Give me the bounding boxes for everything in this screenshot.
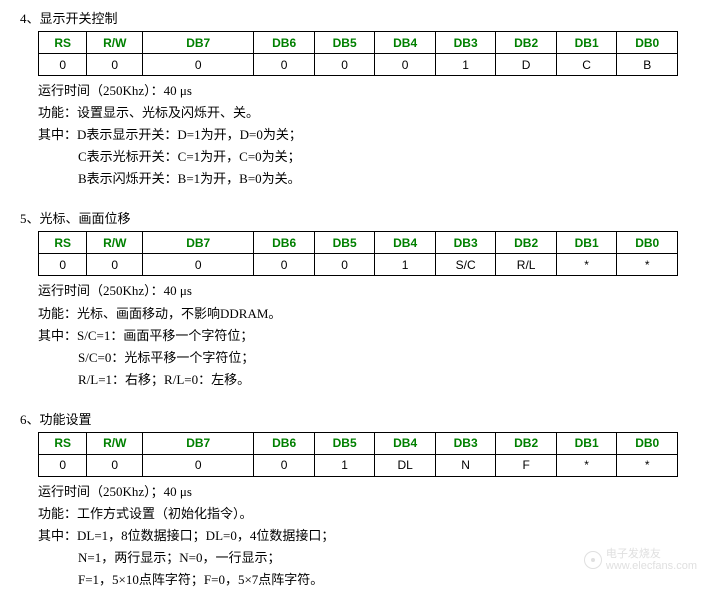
col-header: R/W bbox=[87, 232, 143, 254]
runtime-text: 运行时间（250Khz）：40 μs bbox=[38, 80, 689, 102]
cell: 0 bbox=[87, 54, 143, 76]
cell: * bbox=[617, 254, 678, 276]
col-header: DB4 bbox=[375, 232, 436, 254]
cell: * bbox=[617, 454, 678, 476]
watermark-logo-icon bbox=[584, 551, 602, 569]
col-header: DB0 bbox=[617, 32, 678, 54]
watermark-text: 电子发烧友 www.elecfans.com bbox=[606, 548, 697, 572]
cell: 0 bbox=[254, 254, 315, 276]
watermark-line2: www.elecfans.com bbox=[606, 560, 697, 572]
function-text: 功能：工作方式设置（初始化指令）。 bbox=[38, 503, 689, 525]
col-header: DB2 bbox=[496, 432, 557, 454]
where-label: 其中： bbox=[38, 528, 77, 543]
cell: C bbox=[556, 54, 617, 76]
col-header: RS bbox=[39, 232, 87, 254]
cell: 0 bbox=[39, 254, 87, 276]
col-header: DB5 bbox=[314, 232, 375, 254]
cell: R/L bbox=[496, 254, 557, 276]
table-data-row: 0 0 0 0 0 0 1 D C B bbox=[39, 54, 678, 76]
col-header: DB1 bbox=[556, 232, 617, 254]
section-title: 4、显示开关控制 bbox=[20, 8, 689, 27]
register-table: RS R/W DB7 DB6 DB5 DB4 DB3 DB2 DB1 DB0 0… bbox=[38, 432, 678, 477]
section-title: 6、功能设置 bbox=[20, 409, 689, 428]
cell: 0 bbox=[143, 54, 254, 76]
cell: B bbox=[617, 54, 678, 76]
function-text: 功能：光标、画面移动，不影响DDRAM。 bbox=[38, 303, 689, 325]
where-item: S/C=0：光标平移一个字符位； bbox=[78, 347, 689, 369]
col-header: DB1 bbox=[556, 32, 617, 54]
table-header-row: RS R/W DB7 DB6 DB5 DB4 DB3 DB2 DB1 DB0 bbox=[39, 32, 678, 54]
col-header: R/W bbox=[87, 32, 143, 54]
col-header: DB2 bbox=[496, 232, 557, 254]
section-display-switch: 4、显示开关控制 RS R/W DB7 DB6 DB5 DB4 DB3 DB2 … bbox=[20, 8, 689, 190]
col-header: DB1 bbox=[556, 432, 617, 454]
col-header: DB7 bbox=[143, 32, 254, 54]
where-item: F=1，5×10点阵字符；F=0，5×7点阵字符。 bbox=[78, 569, 689, 591]
register-table: RS R/W DB7 DB6 DB5 DB4 DB3 DB2 DB1 DB0 0… bbox=[38, 231, 678, 276]
cell: 0 bbox=[143, 454, 254, 476]
cell: 0 bbox=[254, 54, 315, 76]
col-header: DB2 bbox=[496, 32, 557, 54]
col-header: DB4 bbox=[375, 432, 436, 454]
table-data-row: 0 0 0 0 1 DL N F * * bbox=[39, 454, 678, 476]
cell: 0 bbox=[314, 54, 375, 76]
where-label: 其中： bbox=[38, 127, 77, 142]
col-header: DB0 bbox=[617, 432, 678, 454]
table-header-row: RS R/W DB7 DB6 DB5 DB4 DB3 DB2 DB1 DB0 bbox=[39, 232, 678, 254]
watermark: 电子发烧友 www.elecfans.com bbox=[584, 548, 697, 572]
col-header: DB3 bbox=[435, 432, 496, 454]
cell: D bbox=[496, 54, 557, 76]
col-header: RS bbox=[39, 432, 87, 454]
cell: 0 bbox=[254, 454, 315, 476]
cell: 1 bbox=[314, 454, 375, 476]
section-title: 5、光标、画面位移 bbox=[20, 208, 689, 227]
cell: 0 bbox=[375, 54, 436, 76]
cell: F bbox=[496, 454, 557, 476]
runtime-text: 运行时间（250Khz）：40 μs bbox=[38, 280, 689, 302]
col-header: DB4 bbox=[375, 32, 436, 54]
col-header: DB0 bbox=[617, 232, 678, 254]
runtime-text: 运行时间（250Khz）；40 μs bbox=[38, 481, 689, 503]
col-header: DB6 bbox=[254, 32, 315, 54]
where-item: DL=1，8位数据接口；DL=0，4位数据接口； bbox=[77, 528, 334, 543]
cell: 0 bbox=[39, 54, 87, 76]
cell: 1 bbox=[435, 54, 496, 76]
col-header: DB5 bbox=[314, 432, 375, 454]
register-table: RS R/W DB7 DB6 DB5 DB4 DB3 DB2 DB1 DB0 0… bbox=[38, 31, 678, 76]
cell: * bbox=[556, 454, 617, 476]
where-label: 其中： bbox=[38, 328, 77, 343]
where-line: 其中：DL=1，8位数据接口；DL=0，4位数据接口； bbox=[38, 525, 689, 547]
col-header: DB7 bbox=[143, 432, 254, 454]
col-header: DB7 bbox=[143, 232, 254, 254]
col-header: R/W bbox=[87, 432, 143, 454]
cell: 0 bbox=[39, 454, 87, 476]
col-header: DB5 bbox=[314, 32, 375, 54]
col-header: RS bbox=[39, 32, 87, 54]
where-item: C表示光标开关：C=1为开，C=0为关； bbox=[78, 146, 689, 168]
col-header: DB6 bbox=[254, 432, 315, 454]
where-line: 其中：D表示显示开关：D=1为开，D=0为关； bbox=[38, 124, 689, 146]
col-header: DB6 bbox=[254, 232, 315, 254]
watermark-line1: 电子发烧友 bbox=[606, 548, 661, 560]
col-header: DB3 bbox=[435, 32, 496, 54]
where-item: R/L=1：右移；R/L=0：左移。 bbox=[78, 369, 689, 391]
function-text: 功能：设置显示、光标及闪烁开、关。 bbox=[38, 102, 689, 124]
cell: 0 bbox=[87, 454, 143, 476]
where-line: 其中：S/C=1：画面平移一个字符位； bbox=[38, 325, 689, 347]
cell: 0 bbox=[87, 254, 143, 276]
cell: * bbox=[556, 254, 617, 276]
where-item: S/C=1：画面平移一个字符位； bbox=[77, 328, 253, 343]
cell: 1 bbox=[375, 254, 436, 276]
where-item: D表示显示开关：D=1为开，D=0为关； bbox=[77, 127, 302, 142]
cell: 0 bbox=[314, 254, 375, 276]
cell: DL bbox=[375, 454, 436, 476]
cell: S/C bbox=[435, 254, 496, 276]
col-header: DB3 bbox=[435, 232, 496, 254]
where-item: B表示闪烁开关：B=1为开，B=0为关。 bbox=[78, 168, 689, 190]
cell: N bbox=[435, 454, 496, 476]
table-header-row: RS R/W DB7 DB6 DB5 DB4 DB3 DB2 DB1 DB0 bbox=[39, 432, 678, 454]
table-data-row: 0 0 0 0 0 1 S/C R/L * * bbox=[39, 254, 678, 276]
section-cursor-shift: 5、光标、画面位移 RS R/W DB7 DB6 DB5 DB4 DB3 DB2… bbox=[20, 208, 689, 390]
cell: 0 bbox=[143, 254, 254, 276]
